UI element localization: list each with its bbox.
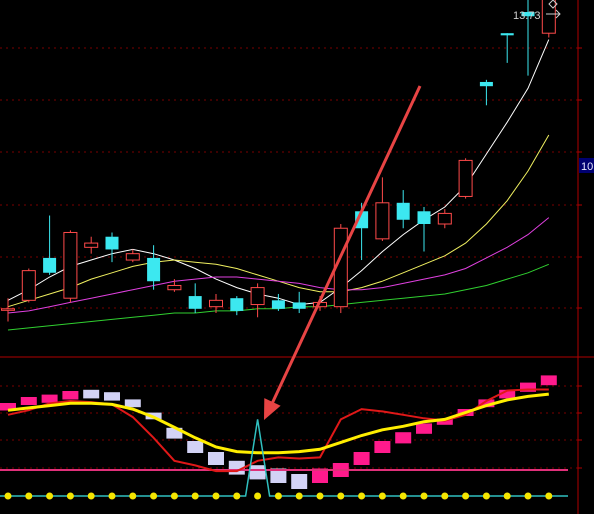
candle-body-26 [541, 0, 556, 34]
indicator-block-3 [62, 391, 79, 400]
indicator-cyan-line [0, 419, 568, 497]
candle-body-18 [375, 202, 390, 240]
indicator-dot-18 [378, 492, 386, 500]
indicator-block-17 [353, 452, 370, 465]
indicator-block-24 [499, 389, 516, 399]
indicator-dot-2 [46, 492, 54, 500]
candle-body-3 [63, 231, 78, 299]
indicator-dot-0 [4, 492, 12, 500]
indicator-dot-25 [524, 492, 532, 500]
indicator-block-15 [312, 468, 328, 483]
indicator-dot-19 [399, 492, 407, 500]
indicator-block-4 [83, 389, 100, 399]
candle-body-10 [209, 299, 223, 308]
max-price-marker-icon [546, 9, 561, 19]
indicator-dot-15 [316, 492, 324, 500]
annotation-arrow [264, 85, 422, 420]
indicator-block-6 [124, 399, 141, 408]
indicator-block-10 [208, 452, 224, 465]
indicator-block-1 [20, 397, 37, 405]
indicator-dot-9 [191, 492, 199, 500]
indicator-dot-14 [295, 492, 303, 500]
indicator-block-14 [291, 474, 308, 489]
candle-body-25 [521, 12, 535, 17]
candle-body-13 [271, 300, 285, 309]
candle-body-11 [230, 298, 244, 311]
candle-body-2 [43, 257, 57, 273]
indicator-dot-10 [212, 492, 220, 500]
indicator-block-18 [374, 441, 391, 453]
indicator-block-26 [540, 375, 557, 386]
candle-body-21 [437, 212, 452, 225]
candle-body-22 [458, 159, 473, 197]
candle-body-5 [105, 236, 119, 250]
indicator-block-21 [436, 418, 453, 425]
candle-body-24 [500, 33, 514, 36]
indicator-dot-22 [462, 492, 470, 500]
indicator-block-23 [478, 399, 495, 408]
indicator-red-line [7, 388, 549, 473]
indicator-dot-21 [441, 492, 449, 500]
candle-body-7 [147, 257, 161, 282]
max-price-label: 13.73 [513, 10, 541, 22]
candle-body-0 [1, 308, 15, 311]
indicator-dot-3 [66, 492, 74, 500]
indicator-dot-23 [482, 492, 490, 500]
indicator-block-20 [416, 423, 432, 434]
indicator-dot-13 [274, 492, 282, 500]
indicator-block-2 [41, 394, 58, 403]
indicator-dot-11 [233, 492, 241, 500]
indicator-block-25 [520, 382, 536, 392]
diamond-icon [548, 0, 558, 9]
indicator-dot-26 [545, 492, 553, 500]
indicator-dot-5 [108, 492, 116, 500]
indicator-block-8 [166, 427, 183, 439]
candle-body-12 [250, 287, 265, 306]
candle-body-6 [125, 253, 140, 261]
candle-body-14 [292, 302, 306, 309]
right-axis: 10 [579, 158, 594, 173]
indicator-block-0 [0, 403, 16, 411]
candle-body-8 [167, 284, 182, 291]
candle-body-20 [417, 211, 431, 224]
indicator-panel [0, 375, 568, 500]
indicator-block-12 [249, 465, 266, 480]
indicator-dot-1 [25, 492, 33, 500]
indicator-block-13 [270, 468, 287, 483]
indicator-dot-16 [337, 492, 345, 500]
candle-body-23 [479, 81, 493, 87]
arrow-head [264, 398, 281, 420]
candle-body-1 [21, 270, 36, 301]
indicator-dot-6 [129, 492, 137, 500]
candlesticks [1, 0, 556, 322]
arrow-shaft [268, 85, 422, 409]
indicator-dot-7 [150, 492, 158, 500]
indicator-dot-8 [170, 492, 178, 500]
indicator-dot-4 [87, 492, 95, 500]
indicator-block-9 [187, 441, 204, 453]
axis-value-box [579, 158, 594, 173]
candle-body-9 [188, 296, 202, 309]
indicator-block-5 [104, 392, 120, 401]
top-markers: 13.73 [513, 0, 561, 22]
indicator-dot-20 [420, 492, 428, 500]
indicator-dot-17 [358, 492, 366, 500]
indicator-dot-12 [254, 492, 262, 500]
axis-value-label: 10 [581, 161, 593, 173]
indicator-yellow-line [7, 392, 549, 455]
candle-body-4 [84, 242, 99, 248]
candle-body-19 [396, 202, 410, 220]
ma-line-2 [7, 217, 550, 314]
indicator-block-19 [395, 432, 412, 444]
indicator-dot-24 [503, 492, 511, 500]
